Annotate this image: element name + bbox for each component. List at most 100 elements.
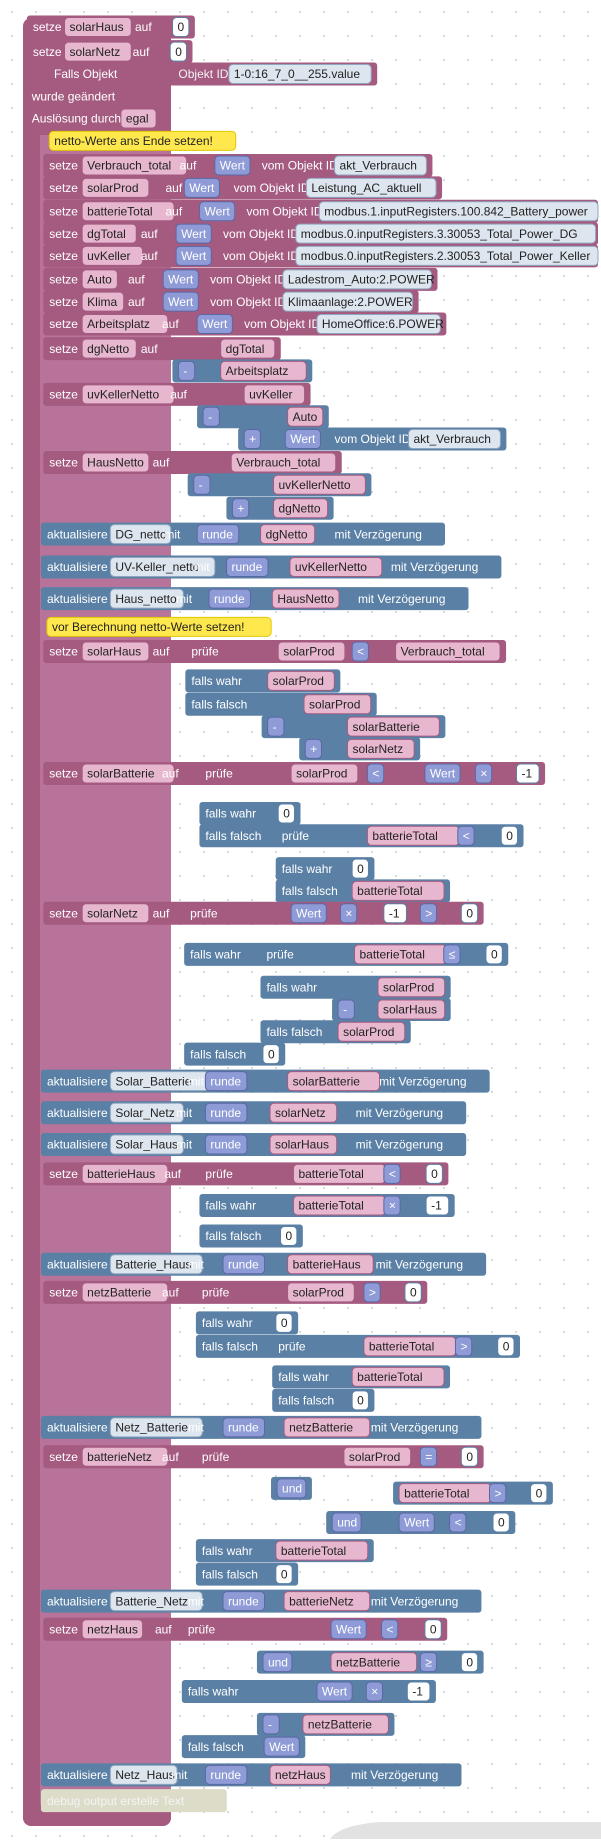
field-box[interactable]	[287, 1071, 380, 1092]
field-box[interactable]	[351, 880, 445, 901]
field-box[interactable]	[81, 1282, 169, 1303]
field-box[interactable]	[398, 1512, 435, 1533]
field-box[interactable]	[351, 858, 369, 879]
field-box[interactable]	[275, 1312, 293, 1333]
field-box[interactable]	[243, 384, 306, 405]
field-box[interactable]	[406, 1681, 431, 1702]
field-box[interactable]	[109, 1102, 184, 1123]
field-box[interactable]	[81, 269, 118, 290]
field-box[interactable]	[289, 556, 383, 577]
field-box[interactable]	[262, 1714, 280, 1735]
field-box[interactable]	[383, 1163, 401, 1184]
field-box[interactable]	[269, 1134, 338, 1155]
field-box[interactable]	[81, 223, 137, 244]
field-box[interactable]	[282, 269, 432, 290]
field-box[interactable]	[330, 1619, 367, 1640]
field-box[interactable]	[172, 16, 190, 37]
field-box[interactable]	[377, 999, 446, 1020]
field-box[interactable]	[290, 903, 327, 924]
field-box[interactable]	[262, 1652, 293, 1673]
field-box[interactable]	[228, 63, 372, 84]
field-box[interactable]	[81, 903, 150, 924]
field-box[interactable]	[304, 738, 322, 759]
field-box[interactable]	[262, 1044, 280, 1065]
field-box[interactable]	[109, 524, 172, 545]
field-box[interactable]	[457, 825, 475, 846]
field-box[interactable]	[351, 1366, 445, 1387]
field-box[interactable]	[204, 1102, 248, 1123]
field-box[interactable]	[269, 1764, 331, 1785]
field-box[interactable]	[260, 524, 316, 545]
field-box[interactable]	[318, 201, 599, 222]
field-box[interactable]	[404, 1282, 422, 1303]
field-box[interactable]	[295, 223, 597, 244]
field-box[interactable]	[287, 1254, 374, 1275]
field-box[interactable]	[443, 944, 461, 965]
field-box[interactable]	[81, 384, 175, 405]
field-box[interactable]	[377, 977, 446, 998]
field-box[interactable]	[351, 1390, 369, 1411]
field-box[interactable]	[316, 313, 441, 334]
field-box[interactable]	[204, 1764, 248, 1785]
field-box[interactable]	[488, 1483, 507, 1504]
field-box[interactable]	[64, 16, 132, 37]
field-box[interactable]	[305, 177, 437, 198]
field-box[interactable]	[460, 903, 479, 924]
field-box[interactable]	[337, 1021, 406, 1042]
field-box[interactable]	[343, 1446, 412, 1467]
field-box[interactable]	[275, 1540, 369, 1561]
field-box[interactable]	[500, 825, 519, 846]
field-box[interactable]	[449, 1512, 467, 1533]
field-box[interactable]	[81, 1163, 169, 1184]
field-box[interactable]	[226, 556, 269, 577]
field-box[interactable]	[196, 313, 233, 334]
field-box[interactable]	[175, 245, 212, 266]
field-box[interactable]	[81, 313, 169, 334]
field-box[interactable]	[267, 716, 285, 737]
field-box[interactable]	[295, 245, 599, 266]
field-box[interactable]	[199, 201, 236, 222]
field-box[interactable]	[346, 738, 415, 759]
field-box[interactable]	[230, 452, 337, 473]
field-box[interactable]	[177, 360, 196, 381]
field-box[interactable]	[109, 1417, 203, 1438]
field-box[interactable]	[120, 108, 157, 129]
field-box[interactable]	[214, 155, 251, 176]
field-box[interactable]	[284, 429, 321, 450]
field-box[interactable]	[81, 763, 175, 784]
field-box[interactable]	[407, 429, 501, 450]
field-box[interactable]	[196, 524, 240, 545]
field-box[interactable]	[202, 406, 220, 427]
field-box[interactable]	[419, 903, 438, 924]
field-box[interactable]	[109, 556, 216, 577]
field-box[interactable]	[220, 338, 276, 359]
field-box[interactable]	[273, 498, 329, 519]
field-box[interactable]	[419, 1652, 438, 1673]
field-box[interactable]	[263, 1736, 300, 1757]
field-box[interactable]	[365, 1681, 384, 1702]
field-box[interactable]	[425, 1163, 443, 1184]
field-box[interactable]	[109, 1764, 178, 1785]
field-box[interactable]	[351, 641, 369, 662]
field-box[interactable]	[331, 1512, 362, 1533]
field-box[interactable]	[283, 1417, 371, 1438]
field-box[interactable]	[109, 1591, 203, 1612]
field-box[interactable]	[277, 803, 295, 824]
field-box[interactable]	[273, 474, 366, 495]
field-box[interactable]	[424, 1619, 442, 1640]
field-box[interactable]	[316, 1681, 353, 1702]
field-box[interactable]	[204, 1134, 248, 1155]
field-box[interactable]	[81, 1619, 144, 1640]
field-box[interactable]	[474, 763, 493, 784]
field-box[interactable]	[287, 406, 324, 427]
field-box[interactable]	[109, 1254, 203, 1275]
field-box[interactable]	[81, 201, 175, 222]
field-box[interactable]	[383, 903, 407, 924]
field-box[interactable]	[383, 1195, 401, 1216]
field-box[interactable]	[287, 1282, 355, 1303]
field-box[interactable]	[290, 763, 359, 784]
field-box[interactable]	[222, 1417, 266, 1438]
field-box[interactable]	[282, 291, 414, 312]
field-box[interactable]	[460, 1652, 479, 1673]
field-box[interactable]	[275, 1564, 293, 1585]
